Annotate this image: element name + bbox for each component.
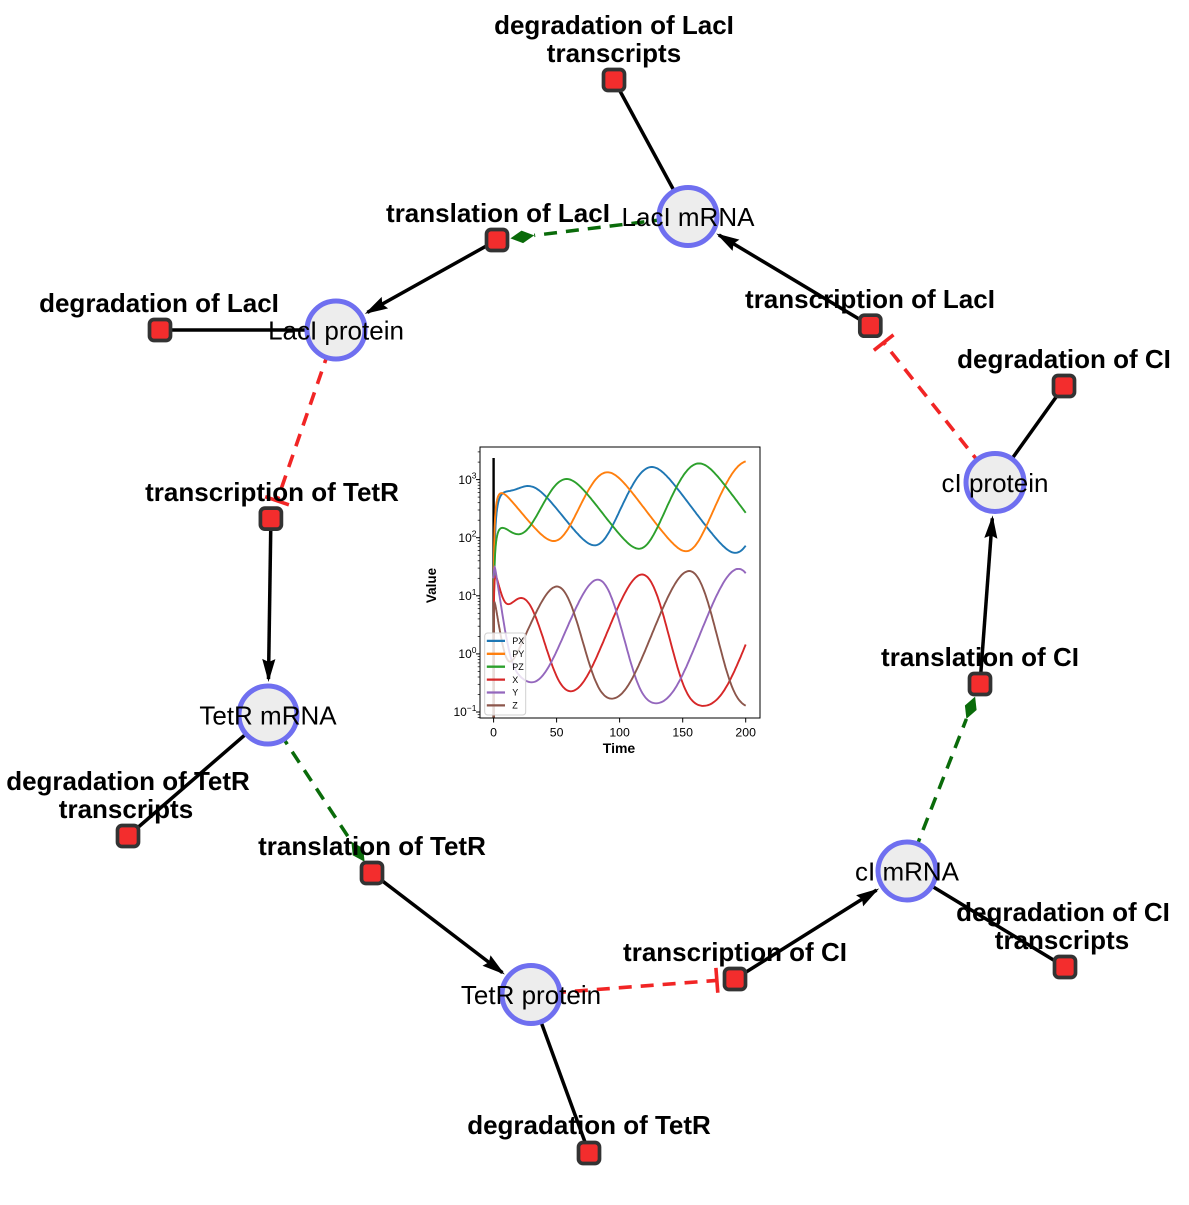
svg-text:X: X — [512, 675, 518, 685]
svg-text:Value: Value — [424, 567, 439, 603]
svg-text:degradation of LacI: degradation of LacI — [494, 10, 734, 40]
svg-text:degradation of CI: degradation of CI — [957, 344, 1171, 374]
svg-text:Time: Time — [603, 740, 636, 756]
svg-text:PX: PX — [512, 636, 524, 646]
svg-text:degradation of TetR: degradation of TetR — [6, 766, 250, 796]
svg-text:transcripts: transcripts — [547, 38, 681, 68]
svg-text:transcripts: transcripts — [995, 925, 1129, 955]
svg-text:transcription of TetR: transcription of TetR — [145, 477, 399, 507]
svg-text:PY: PY — [512, 649, 524, 659]
svg-text:Z: Z — [512, 701, 518, 711]
svg-text:Y: Y — [512, 688, 518, 698]
svg-text:150: 150 — [672, 726, 693, 740]
svg-text:PZ: PZ — [512, 662, 524, 672]
svg-text:transcription of LacI: transcription of LacI — [745, 284, 995, 314]
svg-text:transcription of CI: transcription of CI — [623, 937, 847, 967]
svg-text:LacI mRNA: LacI mRNA — [622, 202, 756, 232]
svg-text:LacI protein: LacI protein — [268, 316, 404, 346]
svg-text:0: 0 — [490, 726, 497, 740]
svg-text:translation of CI: translation of CI — [881, 642, 1079, 672]
svg-text:translation of LacI: translation of LacI — [386, 198, 610, 228]
svg-text:degradation of LacI: degradation of LacI — [39, 288, 279, 318]
svg-text:degradation of CI: degradation of CI — [956, 897, 1170, 927]
svg-text:degradation of TetR: degradation of TetR — [467, 1110, 711, 1140]
svg-text:TetR protein: TetR protein — [461, 980, 601, 1010]
svg-text:translation of TetR: translation of TetR — [258, 831, 486, 861]
svg-text:100: 100 — [609, 726, 630, 740]
svg-text:transcripts: transcripts — [59, 794, 193, 824]
svg-text:TetR mRNA: TetR mRNA — [199, 701, 337, 731]
svg-text:200: 200 — [735, 726, 756, 740]
svg-text:cI mRNA: cI mRNA — [855, 857, 960, 887]
svg-text:cI protein: cI protein — [942, 468, 1049, 498]
svg-text:50: 50 — [550, 726, 564, 740]
